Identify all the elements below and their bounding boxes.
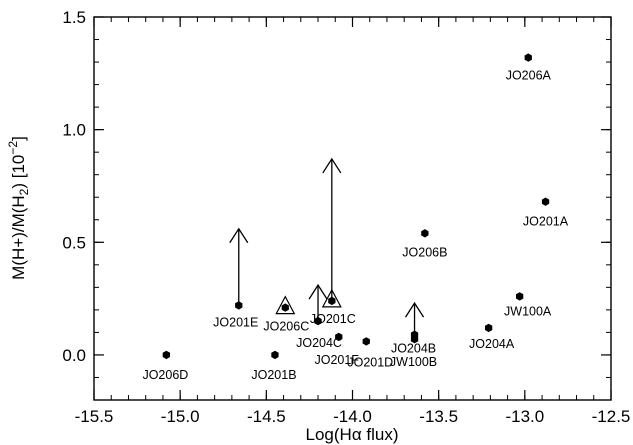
y-tick-label: 0.0 [62, 346, 86, 365]
upper-limit-arrowhead [404, 301, 425, 318]
upper-limit-arrowhead [308, 283, 328, 300]
data-point [281, 303, 289, 312]
point-label: JO201C [310, 312, 356, 326]
x-tick-label: -15.5 [75, 407, 114, 426]
x-tick-label: -13.5 [419, 407, 458, 426]
ticks [93, 16, 612, 401]
point-label: JO204B [391, 342, 436, 356]
y-axis-label-part-3: ] [9, 136, 28, 141]
point-label: JO206D [142, 368, 188, 382]
y-tick-label: 0.5 [62, 233, 86, 252]
point-label: JO204A [469, 337, 515, 351]
x-tick-label: -13.0 [505, 407, 544, 426]
y-axis-label: M(H+)/M(H2) [10−2] [6, 136, 31, 280]
triangle-marker [275, 295, 296, 315]
data-point [235, 301, 243, 310]
data-point [410, 335, 419, 344]
point-label: JO206B [402, 245, 447, 259]
data-point [541, 197, 550, 206]
point-label: JW100A [504, 304, 552, 318]
data-point [335, 332, 343, 342]
point-label: JO206A [506, 69, 552, 83]
y-axis-label-sub: 2 [17, 188, 31, 195]
data-point [271, 350, 279, 360]
x-tick-labels: -15.5 -15.0 -14.5 -14.0 -13.5 -13.0 -12.5 [75, 407, 631, 426]
y-tick-labels: 0.0 0.5 1.0 1.5 [62, 8, 86, 365]
y-axis-label-part-2: ) [10 [9, 155, 28, 189]
point-labels: JO206A JO201A JO206B JW100A JO204A JO201E JO20… [142, 69, 568, 382]
y-axis-label-part-1: M(H+)/M(H [9, 195, 28, 280]
x-axis-label: Log(Hα flux) [306, 425, 399, 444]
upper-limit-arrowhead [322, 157, 342, 174]
point-label: JO206C [263, 320, 309, 334]
data-point [485, 323, 493, 333]
data-point [162, 350, 170, 360]
point-label: JO201E [213, 315, 258, 329]
upper-limit-arrowhead [229, 227, 249, 244]
point-label: JO201F [314, 353, 359, 367]
data-point [362, 337, 370, 346]
point-label: JO201B [251, 368, 296, 382]
data-point [421, 229, 429, 238]
data-point [524, 53, 532, 62]
point-label: JO204C [296, 336, 342, 350]
data-point [314, 316, 322, 326]
x-tick-label: -15.0 [161, 407, 200, 426]
point-label: JO201A [523, 215, 569, 229]
data-point [328, 296, 336, 306]
y-tick-label: 1.5 [62, 8, 86, 27]
x-tick-label: -14.5 [247, 407, 286, 426]
point-label: JO201D [347, 355, 393, 369]
y-tick-label: 1.0 [62, 121, 86, 140]
x-tick-label: -14.0 [333, 407, 372, 426]
data-point [516, 292, 524, 301]
point-label: JW100B [390, 355, 437, 369]
y-axis-label-sup: −2 [6, 141, 20, 155]
x-tick-label: -12.5 [592, 407, 631, 426]
marks [162, 53, 550, 360]
